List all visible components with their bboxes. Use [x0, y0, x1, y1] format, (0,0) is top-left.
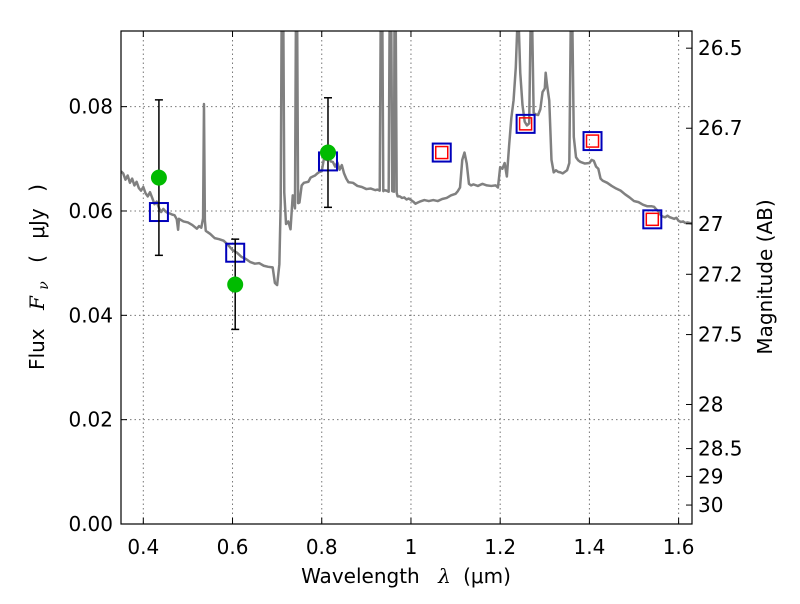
y2-tick-label: 27.5: [698, 323, 743, 347]
grid-lines: [121, 31, 692, 525]
x-tick-label: 1: [405, 535, 418, 559]
axis-ticks: [121, 31, 692, 525]
y-tick-labels: 0.00 0.02 0.04 0.06 0.08: [68, 95, 113, 536]
y2-axis-title: Magnitude (AB): [753, 199, 777, 354]
y-tick-label: 0.02: [68, 408, 113, 432]
observed-error-bars: [154, 97, 332, 331]
observed-flux-points: [150, 144, 336, 293]
observed-flux-point: [319, 144, 336, 161]
x-tick-labels: 0.4 0.6 0.8 1 1.2 1.4 1.6: [127, 535, 694, 559]
x-tick-label: 0.4: [127, 535, 159, 559]
y-tick-label: 0.08: [68, 95, 113, 119]
y2-tick-label: 29: [698, 464, 723, 488]
y-tick-label: 0.04: [68, 303, 113, 327]
x-tick-label: 1.4: [573, 535, 605, 559]
plot-area: [121, 31, 692, 331]
y2-tick-labels: 26.5 26.7 27 27.2 27.5 28 28.5 29 30: [698, 36, 743, 517]
model-photometry-red-square: [434, 145, 449, 160]
y-tick-label: 0.00: [68, 512, 113, 536]
model-sed-spectrum-line: [121, 31, 692, 287]
model-photometry-blue-squares: [148, 113, 663, 263]
y2-tick-label: 26.7: [698, 116, 743, 140]
x-axis-title: Wavelength λ (μm): [301, 564, 511, 588]
model-photometry-red-square: [518, 117, 533, 131]
model-photometry-red-square: [585, 134, 600, 148]
y2-tick-label: 26.5: [698, 36, 743, 60]
model-photometry-red-square: [645, 212, 660, 227]
model-photometry-red-squares: [434, 117, 660, 227]
y2-tick-label: 27.2: [698, 262, 743, 286]
y2-tick-label: 30: [698, 493, 723, 517]
y2-tick-label: 27: [698, 212, 723, 236]
y-tick-label: 0.06: [68, 199, 113, 223]
model-photometry-blue-square: [431, 142, 452, 163]
y2-tick-label: 28.5: [698, 437, 743, 461]
x-tick-label: 1.6: [663, 535, 695, 559]
plot-frame: [120, 30, 693, 525]
y2-tick-label: 28: [698, 392, 723, 416]
observed-flux-point: [150, 169, 167, 186]
x-tick-label: 0.8: [306, 535, 338, 559]
model-photometry-blue-square: [642, 209, 663, 230]
x-tick-label: 1.2: [484, 535, 516, 559]
model-photometry-blue-square: [582, 131, 603, 152]
model-photometry-blue-square: [515, 113, 536, 134]
y-axis-title: Flux F ν ( μJy ): [25, 184, 53, 370]
observed-flux-point: [227, 276, 244, 293]
x-tick-label: 0.6: [217, 535, 249, 559]
